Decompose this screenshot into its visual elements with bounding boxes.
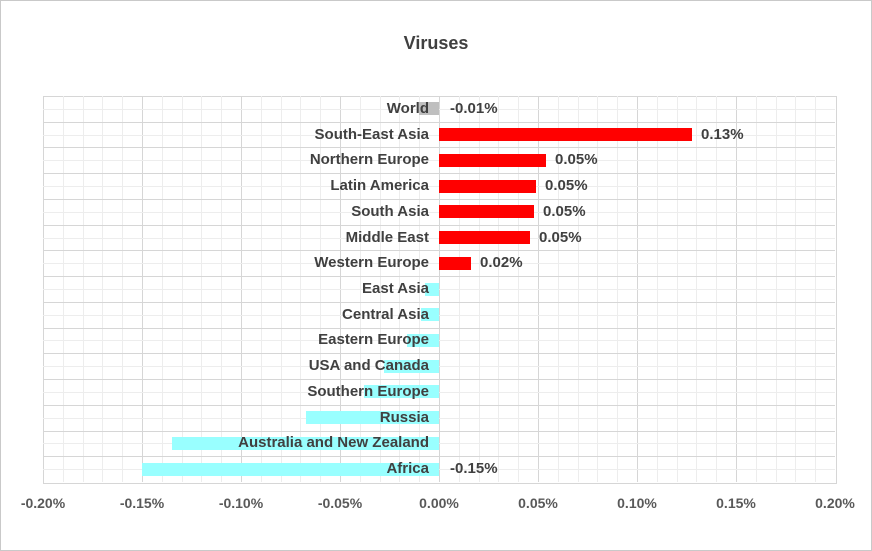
gridline-minor-horizontal [43, 289, 835, 290]
bar-south-asia [439, 205, 534, 218]
data-label-world: -0.01% [450, 100, 498, 117]
data-label-middle-east: 0.05% [539, 229, 582, 246]
x-axis-tick-020: -0.20% [20, 495, 66, 511]
category-label-southern-europe: Southern Europe [307, 383, 429, 400]
bar-latin-america [439, 180, 536, 193]
category-label-russia: Russia [379, 409, 429, 426]
bar-east-asia [425, 283, 439, 296]
data-label-south-asia: 0.05% [543, 203, 586, 220]
gridline-minor-horizontal [43, 366, 835, 367]
bar-africa [142, 463, 439, 476]
data-label-south-east-asia: 0.13% [701, 126, 744, 143]
category-label-africa: Africa [386, 460, 429, 477]
gridline-minor-horizontal [43, 315, 835, 316]
gridline-major-horizontal [43, 250, 835, 251]
gridline-minor-horizontal [43, 392, 835, 393]
x-axis-tick-020: 0.20% [815, 495, 855, 511]
bar-central-asia [421, 308, 439, 321]
category-label-central-asia: Central Asia [342, 306, 429, 323]
gridline-minor-horizontal [43, 340, 835, 341]
gridline-major-horizontal [43, 122, 835, 123]
chart-title: Viruses [403, 33, 469, 53]
bar-russia [306, 411, 439, 424]
gridline-major-horizontal [43, 276, 835, 277]
category-label-south-east-asia: South-East Asia [314, 126, 429, 143]
category-label-northern-europe: Northern Europe [309, 151, 429, 168]
gridline-minor-horizontal [43, 469, 835, 470]
bar-northern-europe [439, 154, 546, 167]
gridline-major-horizontal [43, 353, 835, 354]
bar-usa-and-canada [384, 360, 439, 373]
bar-south-east-asia [439, 128, 692, 141]
gridline-major-horizontal [43, 302, 835, 303]
category-label-middle-east: Middle East [345, 229, 429, 246]
data-label-latin-america: 0.05% [545, 177, 588, 194]
x-axis-tick-000: 0.00% [419, 495, 459, 511]
gridline-major-horizontal [43, 431, 835, 432]
data-label-western-europe: 0.02% [480, 254, 523, 271]
gridline-major-horizontal [43, 173, 835, 174]
gridline-major-horizontal [43, 456, 835, 457]
gridline-major-horizontal [43, 379, 835, 380]
category-label-south-asia: South Asia [351, 203, 429, 220]
x-axis-tick-015: 0.15% [716, 495, 756, 511]
category-label-australia-and-new-zealand: Australia and New Zealand [238, 434, 429, 451]
data-label-africa: -0.15% [450, 460, 498, 477]
bar-southern-europe [364, 385, 439, 398]
x-axis-tick-010: 0.10% [617, 495, 657, 511]
category-label-usa-and-canada: USA and Canada [308, 357, 429, 374]
bar-world [419, 102, 439, 115]
gridline-minor-horizontal [43, 418, 835, 419]
gridline-minor-horizontal [43, 109, 835, 110]
gridline-major-horizontal [43, 225, 835, 226]
gridline-major-horizontal [43, 405, 835, 406]
gridline-major-horizontal [43, 199, 835, 200]
data-label-northern-europe: 0.05% [555, 151, 598, 168]
bar-western-europe [439, 257, 471, 270]
bar-eastern-europe [407, 334, 439, 347]
x-axis-tick-005: -0.05% [317, 495, 363, 511]
bar-middle-east [439, 231, 530, 244]
gridline-minor-horizontal [43, 443, 835, 444]
category-label-western-europe: Western Europe [314, 254, 429, 271]
category-label-latin-america: Latin America [330, 177, 429, 194]
category-label-east-asia: East Asia [362, 280, 429, 297]
category-label-eastern-europe: Eastern Europe [318, 331, 429, 348]
x-axis-tick-010: -0.10% [218, 495, 264, 511]
gridline-major-horizontal [43, 147, 835, 148]
x-axis-tick-005: 0.05% [518, 495, 558, 511]
category-label-world: World [386, 100, 429, 117]
gridline-major-horizontal [43, 328, 835, 329]
x-axis-tick-015: -0.15% [119, 495, 165, 511]
bar-australia-and-new-zealand [172, 437, 439, 450]
